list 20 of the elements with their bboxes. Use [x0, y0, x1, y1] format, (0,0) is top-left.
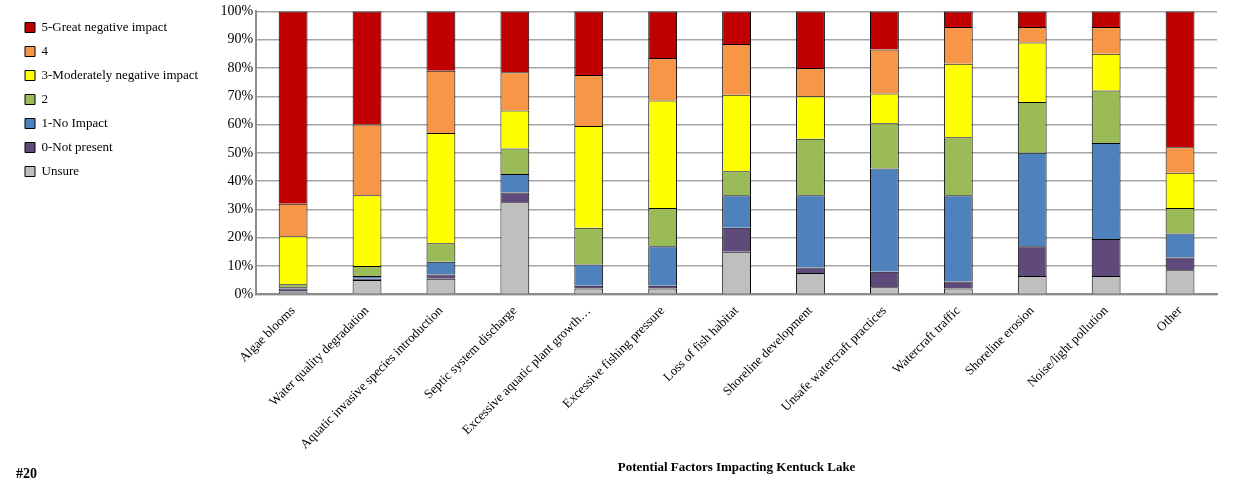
- legend-label: 3-Moderately negative impact: [41, 66, 199, 82]
- legend-label: 4: [41, 42, 49, 58]
- y-tick-label: 10%: [227, 257, 254, 273]
- y-tick-label: 80%: [227, 59, 254, 75]
- text: #20: [16, 466, 37, 481]
- legend-label: 2: [41, 90, 48, 106]
- y-tick-label: 20%: [227, 229, 254, 245]
- y-tick-label: 100%: [220, 3, 254, 19]
- legend-label: 5-Great negative impact: [41, 18, 168, 34]
- y-tick-label: 70%: [227, 87, 254, 103]
- y-tick-label: 0%: [234, 285, 254, 301]
- x-axis-title: Potential Factors Impacting Kentuck Lake: [617, 458, 856, 474]
- y-tick-label: 90%: [227, 31, 254, 47]
- legend-label: Unsure: [41, 162, 80, 178]
- y-tick-label: 30%: [227, 201, 254, 217]
- legend-label: 1-No Impact: [41, 114, 108, 130]
- y-tick-label: 60%: [227, 116, 254, 132]
- y-tick-label: 40%: [227, 172, 254, 188]
- legend-label: 0-Not present: [41, 138, 114, 154]
- y-tick-label: 50%: [227, 144, 254, 160]
